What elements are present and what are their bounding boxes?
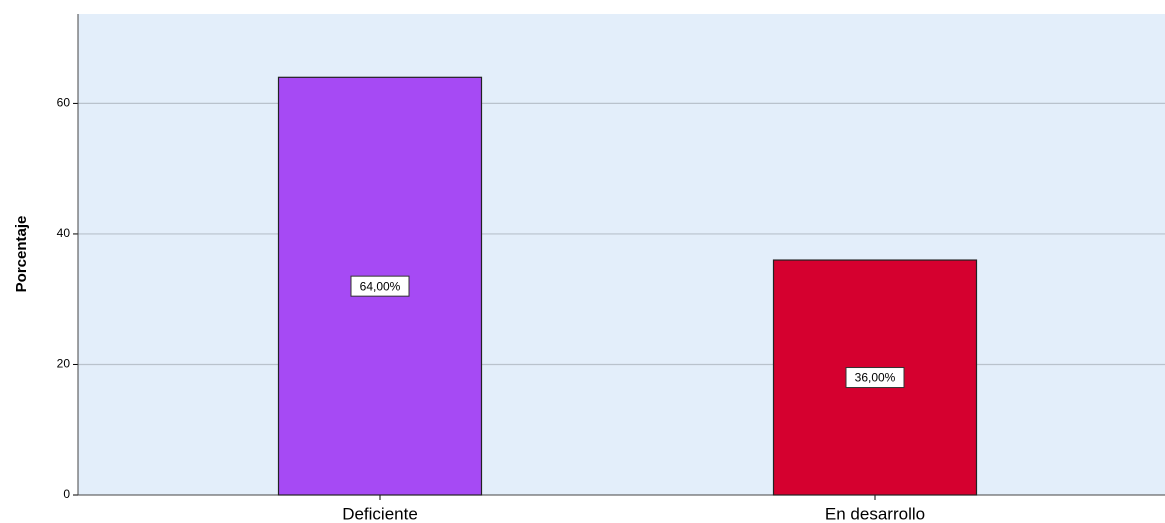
y-tick-label: 60 [57, 96, 71, 110]
value-label: 36,00% [855, 371, 896, 385]
x-tick-label: Deficiente [342, 504, 418, 523]
y-tick-label: 0 [63, 487, 70, 501]
x-tick-label: En desarrollo [825, 504, 925, 523]
plot-area [78, 14, 1165, 495]
y-tick-label: 40 [57, 226, 71, 240]
value-label-box [350, 275, 410, 297]
value-label: 64,00% [360, 279, 401, 293]
y-axis-label: Porcentaje [13, 216, 30, 293]
y-tick-label: 20 [57, 357, 71, 371]
value-label-box [845, 367, 905, 389]
